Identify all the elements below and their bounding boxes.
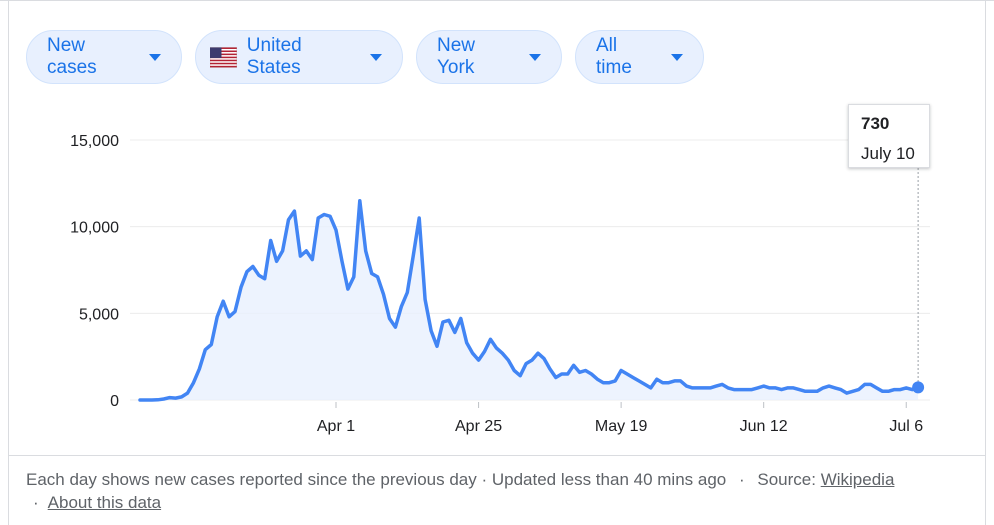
region-dropdown[interactable]: New York xyxy=(416,30,562,84)
x-tick-label: Apr 25 xyxy=(455,418,502,435)
wikipedia-source-link[interactable]: Wikipedia xyxy=(821,470,895,489)
chart-footer: Each day shows new cases reported since … xyxy=(26,468,966,514)
chevron-down-icon xyxy=(370,54,382,61)
metric-dropdown-label: New cases xyxy=(47,35,135,79)
chevron-down-icon xyxy=(529,54,541,61)
value-tooltip: 730 July 10 xyxy=(848,104,930,168)
footer-divider xyxy=(8,455,986,456)
x-tick-label: Apr 1 xyxy=(317,418,355,435)
country-dropdown[interactable]: United States xyxy=(195,30,403,84)
metric-dropdown[interactable]: New cases xyxy=(26,30,182,84)
source-label: Source: xyxy=(757,470,816,489)
tooltip-date: July 10 xyxy=(861,144,917,164)
footer-description: Each day shows new cases reported since … xyxy=(26,470,726,489)
x-axis: Apr 1 Apr 25 May 19 Jun 12 Jul 6 xyxy=(317,402,923,435)
us-flag-icon xyxy=(210,47,237,68)
y-tick-label: 10,000 xyxy=(70,220,119,237)
chevron-down-icon xyxy=(149,54,161,61)
y-tick-label: 0 xyxy=(110,393,119,410)
time-range-dropdown[interactable]: All time xyxy=(575,30,704,84)
footer-separator: · xyxy=(33,491,39,514)
about-data-link[interactable]: About this data xyxy=(48,493,161,512)
cases-area xyxy=(140,201,918,400)
y-tick-label: 15,000 xyxy=(70,133,119,150)
highlighted-point[interactable] xyxy=(912,381,924,393)
y-tick-label: 5,000 xyxy=(79,306,119,323)
country-dropdown-label: United States xyxy=(247,35,356,79)
x-tick-label: Jun 12 xyxy=(740,418,788,435)
filter-bar: New cases United States New York All tim… xyxy=(26,30,717,84)
chevron-down-icon xyxy=(671,54,683,61)
y-axis: 0 5,000 10,000 15,000 xyxy=(70,133,119,410)
x-tick-label: May 19 xyxy=(595,418,648,435)
time-range-dropdown-label: All time xyxy=(596,35,657,79)
card-top-border xyxy=(0,0,994,1)
footer-separator: · xyxy=(739,470,745,489)
tooltip-value: 730 xyxy=(861,114,917,134)
x-tick-label: Jul 6 xyxy=(889,418,923,435)
cases-chart[interactable]: 0 5,000 10,000 15,000 Apr 1 Apr 25 May 19 Jun … xyxy=(0,95,994,440)
region-dropdown-label: New York xyxy=(437,35,515,79)
